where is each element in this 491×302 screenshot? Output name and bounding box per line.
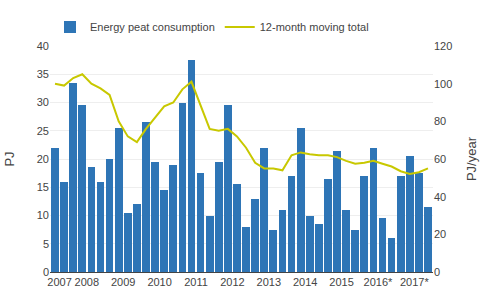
svg-text:80: 80 <box>434 115 446 127</box>
svg-text:PJ: PJ <box>2 151 17 166</box>
svg-text:PJ/year: PJ/year <box>464 136 479 181</box>
svg-text:25: 25 <box>37 125 49 137</box>
svg-text:40: 40 <box>434 191 446 203</box>
svg-text:5: 5 <box>43 238 49 250</box>
svg-text:2007: 2007 <box>47 276 71 288</box>
svg-text:30: 30 <box>37 96 49 108</box>
svg-text:100: 100 <box>434 78 452 90</box>
svg-text:0: 0 <box>434 266 440 278</box>
svg-text:2015: 2015 <box>329 276 353 288</box>
svg-text:20: 20 <box>434 228 446 240</box>
svg-text:2010: 2010 <box>147 276 171 288</box>
svg-text:0: 0 <box>43 266 49 278</box>
svg-text:20: 20 <box>37 153 49 165</box>
svg-text:Energy peat consumption: Energy peat consumption <box>90 21 215 33</box>
svg-text:10: 10 <box>37 209 49 221</box>
svg-text:2009: 2009 <box>111 276 135 288</box>
svg-text:2014: 2014 <box>293 276 317 288</box>
svg-text:2017*: 2017* <box>400 276 429 288</box>
svg-text:60: 60 <box>434 153 446 165</box>
svg-text:40: 40 <box>37 40 49 52</box>
svg-text:2013: 2013 <box>257 276 281 288</box>
svg-text:2016*: 2016* <box>364 276 393 288</box>
svg-text:2011: 2011 <box>184 276 208 288</box>
svg-text:35: 35 <box>37 68 49 80</box>
svg-text:2008: 2008 <box>75 276 99 288</box>
svg-text:2012: 2012 <box>220 276 244 288</box>
svg-text:12-month moving total: 12-month moving total <box>260 21 369 33</box>
svg-text:15: 15 <box>37 181 49 193</box>
svg-text:120: 120 <box>434 40 452 52</box>
